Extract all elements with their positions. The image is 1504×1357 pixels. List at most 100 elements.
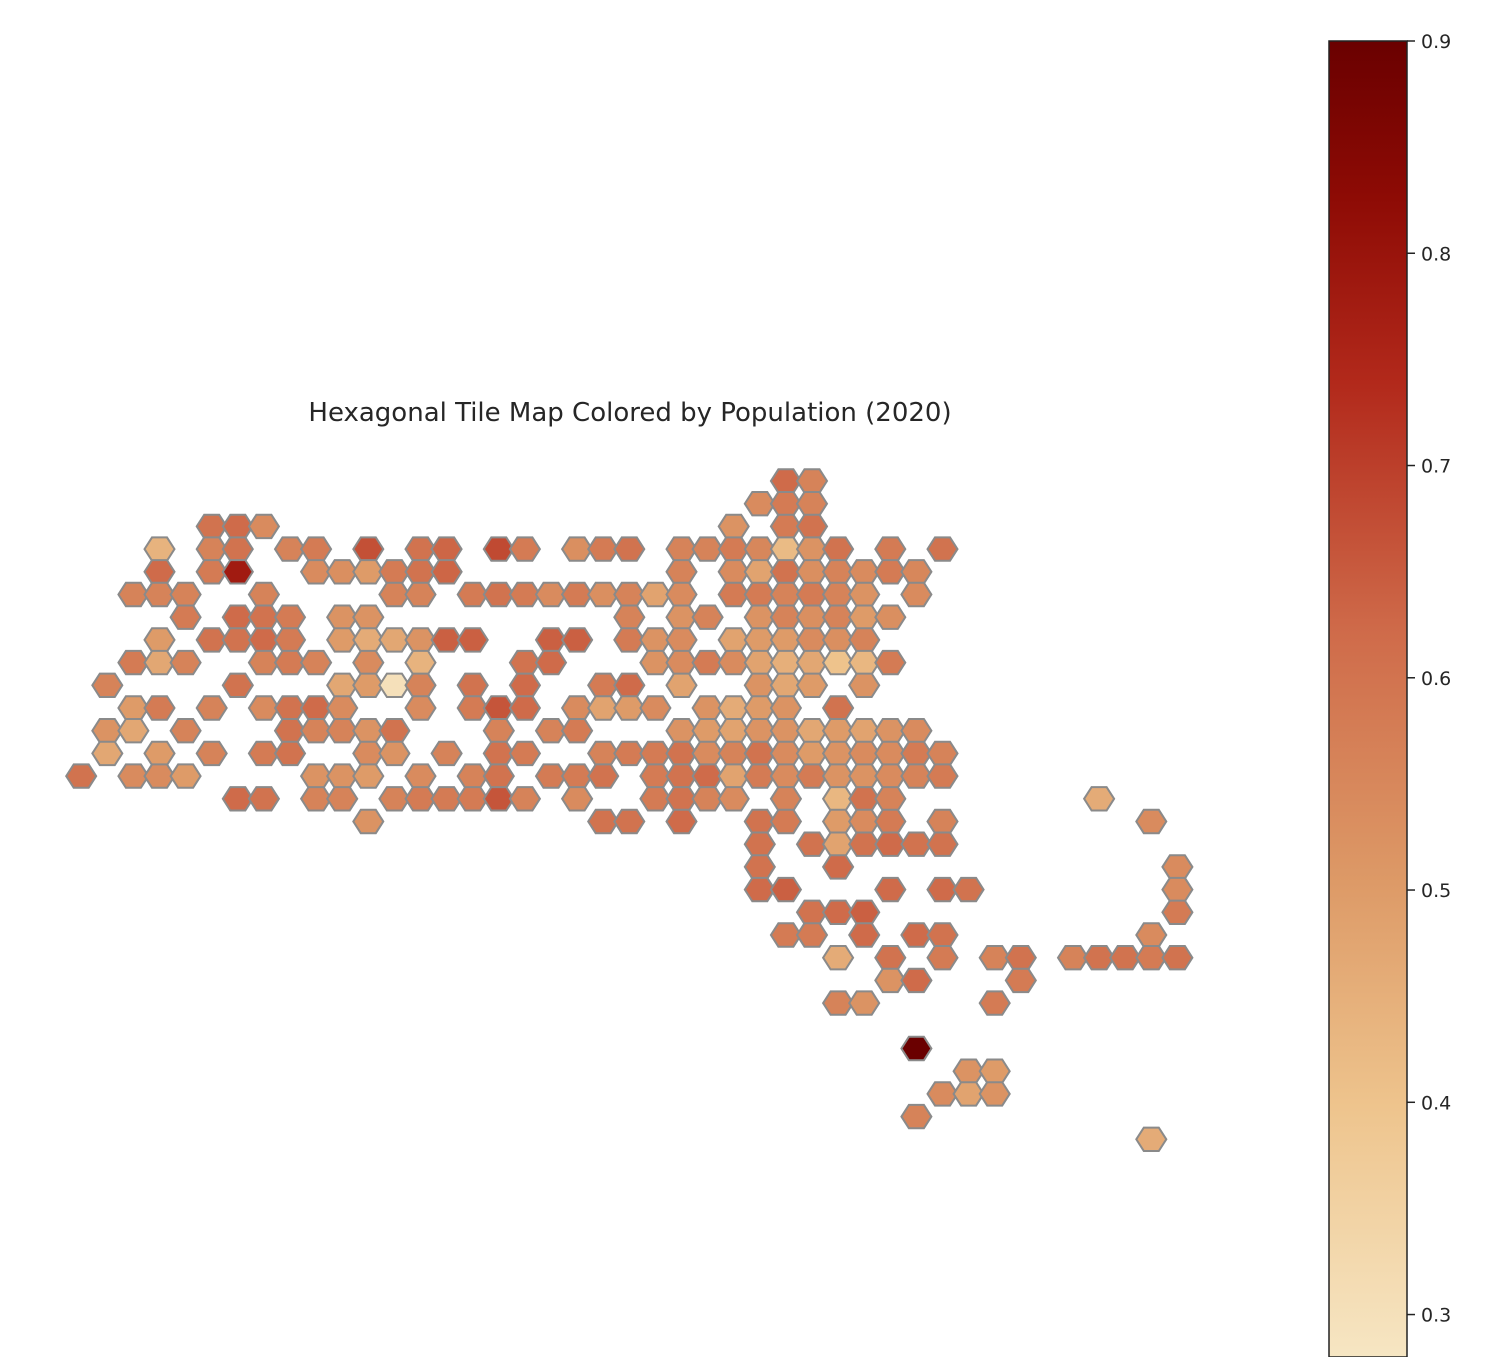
hex-tile [378, 581, 411, 608]
hex-tile [560, 786, 594, 812]
colorbar-tick-label: 0.7 [1421, 456, 1451, 478]
hex-tile [456, 786, 489, 812]
hex-tile [769, 808, 803, 835]
hex-tile [874, 536, 907, 562]
hex-tile [691, 604, 724, 630]
hex-tile [639, 649, 672, 676]
hex-tile [169, 604, 202, 630]
hex-tile [821, 945, 855, 971]
hex-tile [221, 672, 254, 698]
hex-tile [848, 990, 881, 1016]
hex-tile [900, 718, 933, 744]
hex-tile [900, 967, 933, 994]
hex-tile [926, 831, 959, 857]
hex-tile [613, 740, 646, 767]
hex-tile [482, 786, 515, 812]
hex-tile [1135, 922, 1168, 948]
hex-tile [848, 831, 881, 857]
hex-tile [247, 513, 281, 540]
hex-tile [1161, 945, 1194, 971]
hex-tile [169, 763, 202, 789]
hex-tile [326, 718, 359, 744]
hex-tile [587, 536, 620, 562]
hex-tile [900, 922, 933, 948]
hex-tile [613, 604, 646, 630]
hex-tile [1004, 967, 1037, 994]
hex-tile [430, 627, 463, 653]
hex-tile [247, 786, 281, 812]
hex-tile [378, 786, 411, 812]
hex-tile [717, 581, 750, 608]
hex-tile [926, 922, 959, 948]
hex-tile [378, 627, 411, 653]
hex-tile [534, 649, 568, 676]
colorbar-tick-label: 0.6 [1421, 668, 1451, 690]
hex-tile [691, 649, 724, 676]
hex-tile [639, 581, 672, 608]
hex-tile [926, 536, 959, 562]
hex-tile [900, 581, 933, 608]
hex-tile [273, 604, 307, 630]
hex-tile [926, 876, 959, 903]
hex-tile [247, 740, 281, 767]
hex-tile [848, 672, 881, 698]
hex-tile [65, 763, 98, 789]
hex-tile [769, 922, 803, 948]
hex-tile [821, 990, 855, 1016]
hex-tile [534, 581, 568, 608]
hex-tile [91, 672, 124, 698]
hex-tile [665, 672, 698, 698]
hex-tile [848, 627, 881, 653]
hex-tile [326, 627, 359, 653]
hex-tile [1161, 899, 1194, 925]
hex-tile [456, 581, 489, 608]
hex-tile [508, 672, 542, 698]
hex-tile [795, 491, 829, 517]
hex-tile [508, 536, 542, 562]
hex-tile [691, 786, 724, 812]
hex-tile [299, 559, 333, 585]
hex-tile [1135, 1126, 1168, 1152]
hex-tile [613, 808, 646, 835]
hex-tile [743, 854, 776, 880]
hex-tile [508, 740, 542, 767]
hex-tile [352, 808, 385, 835]
hex-tile [378, 672, 411, 698]
hex-tile [587, 763, 620, 789]
hex-tile [326, 695, 359, 721]
hex-tile [978, 1058, 1011, 1084]
hex-tile [221, 786, 254, 812]
hex-tile [352, 649, 385, 676]
hex-tile [195, 627, 228, 653]
hex-tile [143, 695, 176, 721]
hex-tile [299, 536, 333, 562]
hex-tile [613, 536, 646, 562]
hex-tile [195, 740, 228, 767]
hex-tile [117, 581, 150, 608]
hex-tile [665, 559, 698, 585]
hex-tile [874, 559, 907, 585]
hex-tile [952, 876, 985, 903]
hex-tile [926, 740, 959, 767]
hex-tile [169, 649, 202, 676]
hex-tile [404, 672, 437, 698]
hex-tile [743, 763, 776, 789]
hex-tile [717, 786, 750, 812]
hex-tile [795, 831, 829, 857]
hex-tile [900, 559, 933, 585]
hex-tile [821, 649, 855, 676]
hex-tile [456, 672, 489, 698]
hex-tile [743, 876, 776, 903]
hex-tile [848, 922, 881, 948]
hex-tile [978, 990, 1011, 1016]
chart-title: Hexagonal Tile Map Colored by Population… [308, 398, 951, 428]
hex-tile [665, 627, 698, 653]
hex-tile [1135, 808, 1168, 835]
hex-tile [874, 876, 907, 903]
hex-tile [404, 763, 437, 789]
hex-tile [926, 808, 959, 835]
hex-tile [1082, 945, 1116, 971]
hex-tile [952, 1081, 985, 1107]
hex-tile [900, 763, 933, 789]
hex-tile [1004, 945, 1037, 971]
